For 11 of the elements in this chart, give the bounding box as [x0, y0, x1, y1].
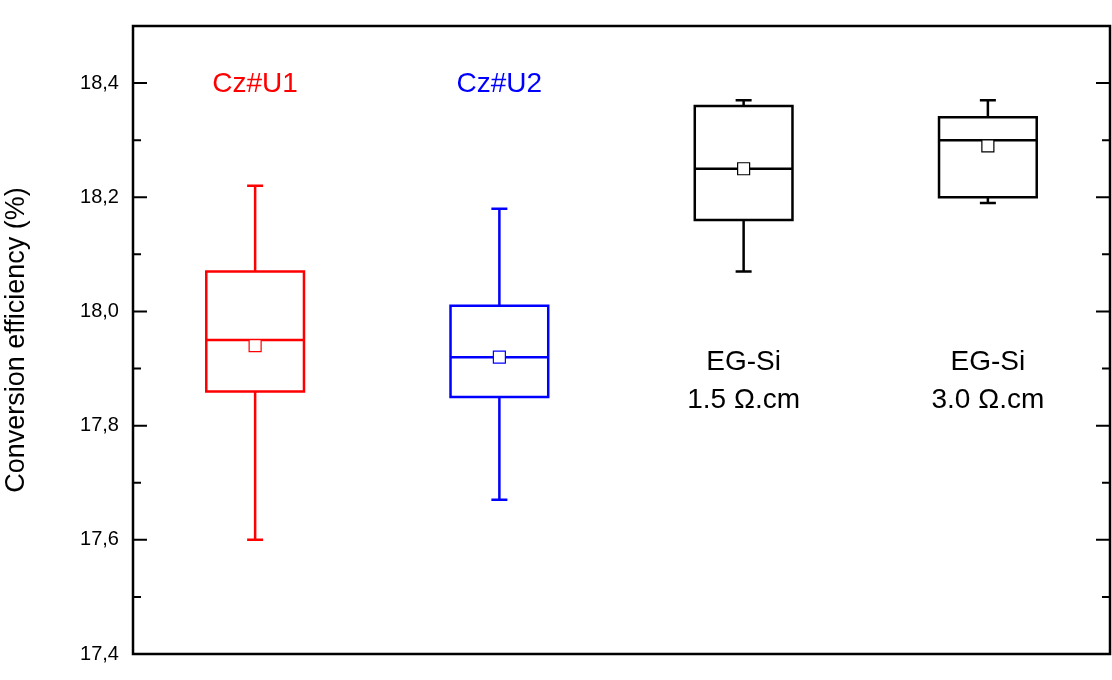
y-tick-label: 18,0 — [80, 298, 119, 321]
y-tick-label: 17,4 — [80, 641, 119, 664]
x-tick-label: EG-Si 3.0 Ω.cm — [931, 345, 1045, 415]
x-tick-label: EG-Si 1.5 Ω.cm — [687, 345, 800, 415]
x-tick-label: Cz#U2 — [456, 66, 543, 98]
y-axis-title: Conversion efficiency (%) — [0, 187, 30, 493]
y-tick-label: 18,2 — [80, 184, 119, 207]
y-tick-label: 17,8 — [80, 413, 119, 436]
y-tick-label: 18,4 — [80, 70, 119, 93]
y-tick-label: 17,6 — [80, 527, 119, 550]
x-tick-label: Cz#U1 — [212, 66, 298, 98]
